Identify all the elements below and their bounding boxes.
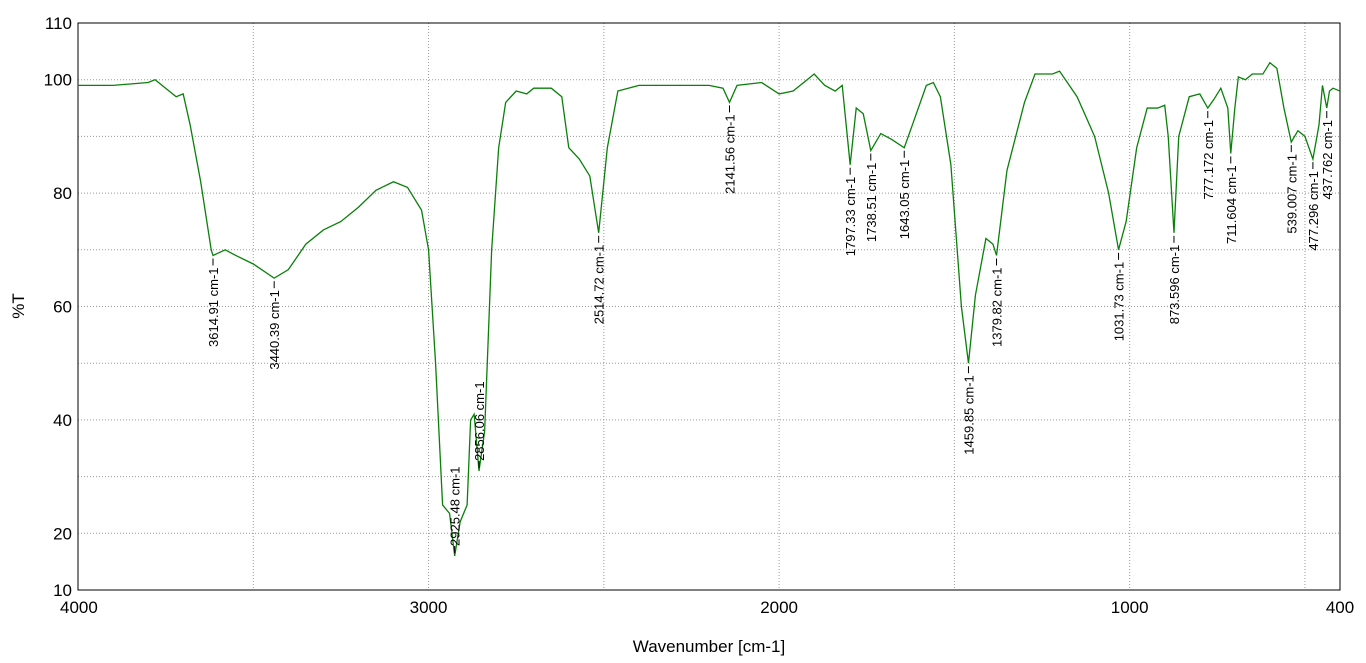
peak-label: 3440.39 cm-1 xyxy=(267,290,282,370)
peak-label: 2141.56 cm-1 xyxy=(722,114,737,194)
peak-label: 1459.85 cm-1 xyxy=(961,375,976,455)
x-tick-label: 1000 xyxy=(1111,598,1149,617)
peak-label: 777.172 cm-1 xyxy=(1201,120,1216,200)
peak-label: 437.762 cm-1 xyxy=(1320,120,1335,200)
peak-label: 477.296 cm-1 xyxy=(1306,171,1321,251)
x-tick-label: 2000 xyxy=(760,598,798,617)
y-tick-label: 40 xyxy=(53,411,72,430)
x-tick-label: 3000 xyxy=(410,598,448,617)
peak-label: 873.596 cm-1 xyxy=(1167,245,1182,324)
y-tick-label: 10 xyxy=(53,581,72,600)
peak-label: 1738.51 cm-1 xyxy=(864,163,879,243)
y-tick-label: 100 xyxy=(44,71,72,90)
peak-label: 2856.06 cm-1 xyxy=(472,381,487,461)
y-axis-label: %T xyxy=(9,293,28,319)
y-tick-label: 20 xyxy=(53,524,72,543)
x-tick-label: 400 xyxy=(1326,598,1354,617)
peak-label: 1031.73 cm-1 xyxy=(1112,262,1127,342)
peak-label: 1643.05 cm-1 xyxy=(897,160,912,240)
y-tick-label: 80 xyxy=(53,184,72,203)
peak-label: 539.007 cm-1 xyxy=(1284,154,1299,234)
y-tick-label: 110 xyxy=(45,14,72,33)
peak-label: 1379.82 cm-1 xyxy=(990,267,1005,347)
plot-frame xyxy=(77,22,1341,591)
y-tick-label: 60 xyxy=(53,298,72,317)
spectrum-line xyxy=(78,61,1341,557)
peak-label: 711.604 cm-1 xyxy=(1224,165,1239,244)
peak-label: 2514.72 cm-1 xyxy=(592,245,607,324)
peak-label: 3614.91 cm-1 xyxy=(206,267,221,347)
x-tick-label: 4000 xyxy=(60,598,98,617)
x-axis-label: Wavenumber [cm-1] xyxy=(633,637,785,656)
peak-label: 2925.48 cm-1 xyxy=(448,466,463,546)
peak-label: 1797.33 cm-1 xyxy=(843,177,858,257)
